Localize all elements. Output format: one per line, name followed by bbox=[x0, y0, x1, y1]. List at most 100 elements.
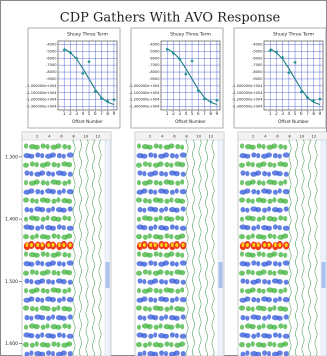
amplitude-blob bbox=[62, 252, 68, 258]
fit-line bbox=[166, 48, 218, 106]
amplitude-blob bbox=[44, 198, 51, 204]
amplitude-blob bbox=[174, 333, 179, 339]
data-point bbox=[190, 59, 194, 63]
amplitude-blob bbox=[249, 324, 256, 330]
amplitude-blob bbox=[40, 153, 45, 159]
amplitude-blob bbox=[282, 152, 290, 158]
amplitude-blob bbox=[29, 207, 34, 213]
amplitude-blob bbox=[66, 270, 73, 276]
amplitude-blob bbox=[67, 206, 73, 212]
amplitude-blob bbox=[174, 296, 179, 302]
amplitude-blob bbox=[168, 216, 175, 222]
amplitude-blob bbox=[45, 144, 50, 150]
amplitude-blob bbox=[50, 152, 56, 158]
x-axis-label: Offset Number bbox=[278, 119, 309, 124]
trace-tick-label: 6 bbox=[60, 134, 63, 139]
amplitude-blob bbox=[175, 252, 181, 258]
amplitude-blob bbox=[164, 351, 168, 356]
amplitude-blob bbox=[168, 288, 175, 294]
data-point bbox=[93, 89, 97, 94]
amplitude-blob bbox=[168, 143, 175, 149]
amplitude-blob bbox=[40, 261, 45, 267]
amplitude-blob bbox=[272, 305, 277, 311]
amplitude-blob bbox=[24, 143, 28, 149]
amplitude-blob bbox=[240, 288, 244, 294]
amplitude-blob bbox=[67, 324, 72, 330]
trace-tick-label: 2 bbox=[252, 134, 255, 139]
amplitude-blob bbox=[282, 198, 289, 204]
amplitude-blob bbox=[29, 342, 35, 348]
amplitude-blob bbox=[153, 189, 158, 195]
amplitude-blob bbox=[67, 279, 73, 285]
amplitude-blob bbox=[142, 315, 147, 321]
amplitude-blob bbox=[45, 323, 50, 329]
chart-title: Shuey Three Term bbox=[67, 32, 108, 38]
data-point bbox=[311, 98, 316, 103]
data-point bbox=[293, 60, 297, 65]
x-tick-label: 5 bbox=[294, 111, 297, 116]
amplitude-blob bbox=[157, 234, 164, 240]
amplitude-blob bbox=[175, 144, 181, 150]
amplitude-blob bbox=[61, 333, 66, 339]
amplitude-core bbox=[256, 243, 260, 247]
y-tick-label: -6000 bbox=[46, 56, 57, 60]
data-point bbox=[81, 71, 85, 76]
amplitude-blob bbox=[142, 207, 147, 213]
trace-tick-label: 4 bbox=[161, 134, 164, 139]
amplitude-blob bbox=[174, 153, 179, 159]
amplitude-blob bbox=[282, 162, 289, 168]
amplitude-blob bbox=[282, 341, 289, 347]
amplitude-blob bbox=[240, 251, 244, 257]
amplitude-blob bbox=[260, 306, 267, 312]
amplitude-blob bbox=[147, 306, 152, 312]
amplitude-blob bbox=[153, 153, 158, 159]
amplitude-blob bbox=[261, 215, 266, 221]
data-point bbox=[177, 57, 182, 61]
amplitude-blob bbox=[240, 170, 246, 176]
amplitude-blob bbox=[55, 324, 62, 330]
amplitude-blob bbox=[39, 315, 46, 321]
amplitude-core bbox=[68, 243, 72, 247]
y-tick-label: -8000 bbox=[252, 70, 263, 74]
amplitude-blob bbox=[51, 198, 57, 204]
amplitude-blob bbox=[137, 324, 141, 330]
amplitude-blob bbox=[159, 315, 165, 321]
y-tick-label: -5000 bbox=[252, 49, 263, 53]
y-tick-label: -1.100000e+004 bbox=[129, 91, 160, 95]
amplitude-blob bbox=[271, 216, 278, 222]
amplitude-blob bbox=[51, 314, 55, 320]
amplitude-blob bbox=[240, 315, 246, 321]
amplitude-blob bbox=[174, 225, 179, 231]
amplitude-blob bbox=[67, 351, 73, 356]
amplitude-blob bbox=[163, 297, 169, 303]
amplitude-blob bbox=[163, 333, 169, 339]
amplitude-blob bbox=[266, 152, 272, 158]
amplitude-blob bbox=[136, 270, 142, 276]
amplitude-blob bbox=[62, 180, 68, 186]
y-tick-label: -1.000000e+004 bbox=[129, 84, 160, 88]
amplitude-blob bbox=[179, 341, 186, 347]
amplitude-core bbox=[241, 243, 245, 247]
amplitude-blob bbox=[271, 180, 278, 186]
amplitude-blob bbox=[141, 296, 148, 302]
amplitude-blob bbox=[137, 180, 141, 186]
amplitude-blob bbox=[60, 207, 67, 213]
amplitude-blob bbox=[164, 279, 168, 285]
amplitude-blob bbox=[267, 351, 271, 356]
y-tick-label: -1.200000e+004 bbox=[129, 98, 160, 102]
amplitude-blob bbox=[24, 170, 30, 176]
amplitude-blob bbox=[136, 197, 142, 203]
amplitude-blob bbox=[44, 342, 51, 348]
amplitude-blob bbox=[175, 288, 181, 294]
amplitude-core bbox=[149, 243, 153, 247]
trace-tick-label: 12 bbox=[96, 134, 101, 139]
amplitude-core bbox=[245, 243, 249, 247]
amplitude-blob bbox=[46, 171, 52, 177]
amplitude-blob bbox=[141, 261, 148, 267]
amplitude-blob bbox=[55, 143, 62, 149]
amplitude-blob bbox=[34, 233, 39, 239]
amplitude-blob bbox=[146, 252, 153, 258]
y-tick-label: -1.300000e+004 bbox=[26, 105, 57, 109]
amplitude-blob bbox=[267, 198, 273, 204]
amplitude-blob bbox=[39, 278, 46, 284]
